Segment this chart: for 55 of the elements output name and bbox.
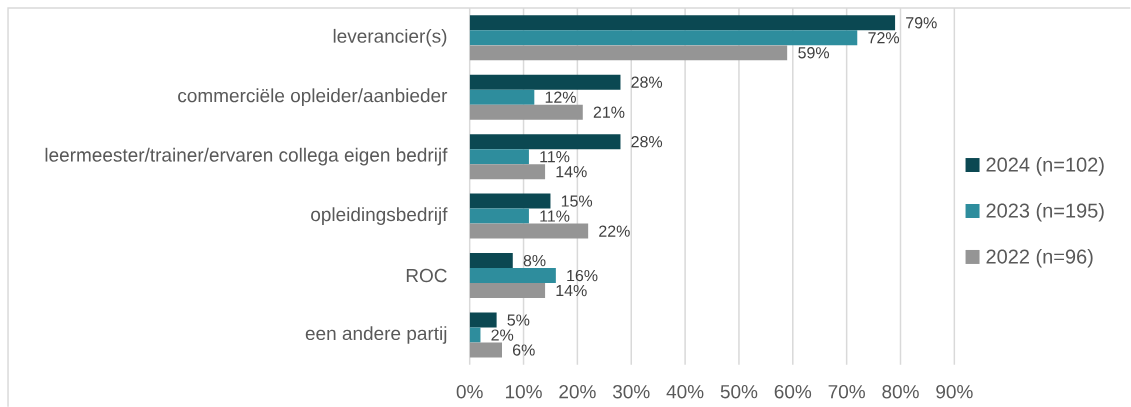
data-label: 72% [868,31,900,44]
legend-label: 2024 (n=102) [986,156,1104,176]
y-tick-label: commerciële opleider/aanbieder [178,88,448,106]
bar [469,133,621,149]
legend-label: 2023 (n=195) [986,202,1104,222]
data-label: 21% [593,106,625,118]
bar [469,163,546,179]
bar [469,89,535,105]
x-tick-label: 80% [882,384,919,399]
bar [469,30,858,45]
bar [469,193,551,209]
x-tick-label: 40% [666,384,704,399]
x-tick-label: 50% [720,384,758,399]
y-tick-label: ROC [406,268,447,283]
bar [469,252,513,268]
y-tick-label: opleidingsbedrijf [311,207,448,225]
bar [469,223,589,239]
x-tick-label: 30% [612,384,650,399]
bar [469,148,529,164]
data-label: 16% [567,269,598,281]
bar [469,282,546,298]
bar [469,44,788,60]
y-tick-label: leermeester/trainer/ervaren collega eigen bedrijf [45,147,448,166]
x-tick-label: 70% [828,384,865,399]
x-tick-label: 60% [774,384,812,399]
x-tick-label: 0% [456,384,483,399]
bar [469,312,497,328]
data-label: 6% [513,344,535,356]
y-tick-label: een andere partij [305,325,447,344]
data-label: 59% [798,46,830,59]
data-label: 8% [523,254,546,266]
data-label: 79% [906,16,937,29]
bar [469,15,896,31]
data-label: 2% [491,329,514,341]
x-tick-label: 20% [559,384,596,399]
legend-label: 2022 (n=96) [986,248,1093,268]
data-label: 15% [561,195,593,207]
bar [469,267,556,283]
bar [469,327,481,343]
data-label: 11% [540,150,570,163]
y-tick-label: leverancier(s) [333,28,447,47]
bar [469,342,502,358]
data-label: 22% [599,225,630,237]
x-tick-label: 10% [505,384,542,399]
data-label: 14% [556,284,587,296]
bar [469,104,583,120]
data-label: 14% [556,165,587,177]
data-label: 12% [545,91,576,103]
data-label: 11% [540,210,570,222]
bar [469,74,621,90]
x-tick-label: 90% [936,384,973,399]
data-label: 28% [631,135,663,148]
bar [469,208,529,224]
data-label: 5% [507,314,530,326]
data-label: 28% [631,76,663,88]
